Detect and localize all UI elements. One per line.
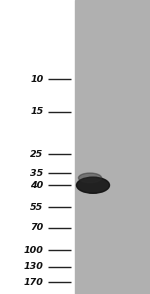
Text: 130: 130	[24, 262, 44, 271]
Text: 15: 15	[30, 107, 44, 116]
Ellipse shape	[76, 177, 110, 193]
Text: 10: 10	[30, 75, 44, 84]
Text: 25: 25	[30, 150, 44, 159]
Text: 100: 100	[24, 246, 44, 255]
Text: 40: 40	[30, 181, 44, 190]
Text: 35: 35	[30, 169, 44, 178]
Text: 55: 55	[30, 203, 44, 212]
Text: 70: 70	[30, 223, 44, 232]
Text: 170: 170	[24, 278, 44, 287]
Bar	[75, 0, 150, 294]
Ellipse shape	[78, 173, 102, 183]
